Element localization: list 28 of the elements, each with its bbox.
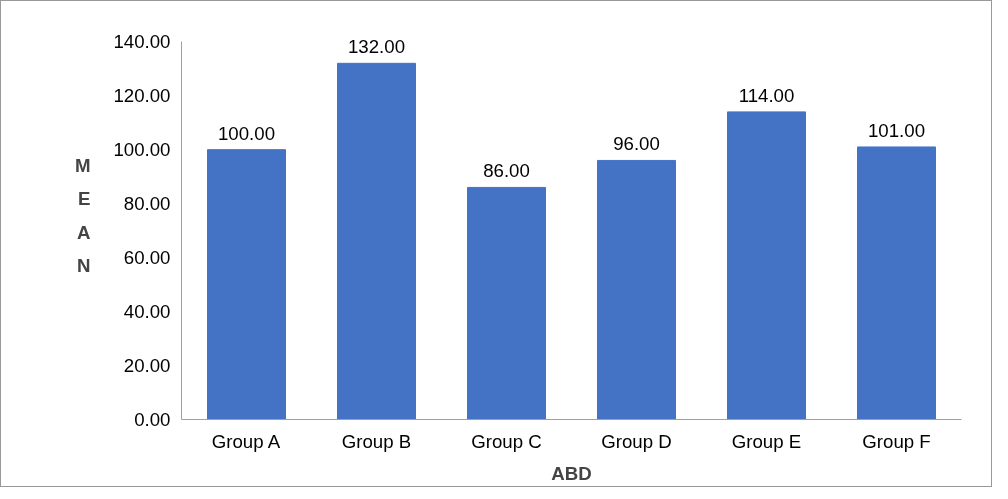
data-label: 86.00 <box>483 160 530 182</box>
bar <box>467 186 546 420</box>
x-tick-label: Group D <box>601 430 672 452</box>
data-label: 101.00 <box>867 119 926 141</box>
bar <box>727 111 806 420</box>
y-tick-label: 140.00 <box>113 31 171 53</box>
bar <box>337 62 416 420</box>
x-tick-label: Group C <box>471 430 542 452</box>
x-tick-label: Group B <box>341 430 412 452</box>
data-label: 100.00 <box>217 122 276 144</box>
x-tick-label: Group A <box>211 430 281 452</box>
bar <box>207 149 286 420</box>
y-tick-label: 60.00 <box>123 247 171 269</box>
y-tick-label: 0.00 <box>134 409 171 430</box>
data-label: 96.00 <box>613 133 660 155</box>
bar <box>597 159 676 420</box>
y-tick-label: 20.00 <box>123 355 171 377</box>
y-tick-label: 120.00 <box>113 85 171 107</box>
y-tick-label: 100.00 <box>113 139 171 161</box>
bar <box>857 146 936 420</box>
x-axis-title: ABD <box>551 462 592 484</box>
x-tick-label: Group F <box>862 430 931 452</box>
x-tick-label: Group E <box>731 430 802 452</box>
data-label: 114.00 <box>738 84 795 106</box>
y-tick-label: 40.00 <box>123 301 171 323</box>
y-tick-label: 80.00 <box>123 193 171 215</box>
data-label: 132.00 <box>347 36 406 58</box>
y-axis-title: MEAN <box>74 154 91 277</box>
